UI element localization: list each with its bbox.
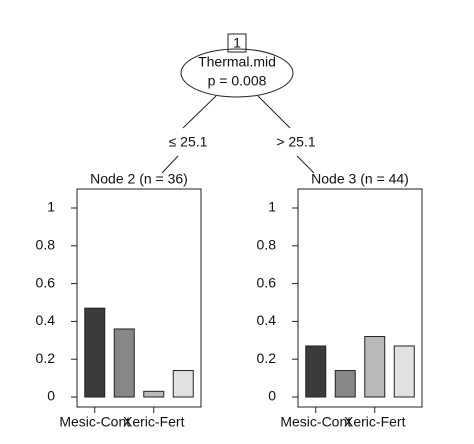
plot-box — [76, 188, 202, 408]
bar — [393, 345, 415, 398]
node-id: 1 — [233, 35, 241, 51]
y-tick-label: 0.2 — [36, 350, 56, 366]
y-tick-label: 0.4 — [257, 312, 277, 328]
x-tick-label: Xeric-Fert — [123, 414, 185, 430]
y-tick-label: 0.6 — [257, 274, 277, 290]
bar — [113, 328, 135, 398]
bar — [84, 307, 106, 398]
bar — [143, 390, 165, 398]
edge-label: > 25.1 — [276, 134, 316, 150]
y-tick-label: 0 — [47, 388, 55, 404]
node-id-box — [227, 33, 247, 53]
y-tick-label: 0.8 — [257, 237, 277, 253]
y-tick-label: 0.8 — [36, 237, 56, 253]
x-tick-label: Mesic-Cont — [280, 414, 351, 430]
edge-label: ≤ 25.1 — [169, 134, 208, 150]
y-tick-label: 0.2 — [257, 350, 277, 366]
p-value: p = 0.008 — [208, 73, 267, 89]
chart-title: Node 2 (n = 36) — [90, 171, 188, 187]
edge — [296, 155, 315, 174]
y-tick-label: 1 — [47, 199, 55, 215]
y-tick-label: 1 — [268, 199, 276, 215]
bar — [305, 345, 327, 398]
edge — [257, 95, 291, 129]
split-node — [180, 48, 294, 98]
y-tick-label: 0 — [268, 388, 276, 404]
split-variable: Thermal.mid — [198, 54, 276, 70]
chart-title: Node 3 (n = 44) — [311, 171, 409, 187]
plot-box — [297, 188, 423, 408]
y-tick-label: 0.4 — [36, 312, 56, 328]
edge — [182, 95, 217, 129]
y-tick-label: 0.6 — [36, 274, 56, 290]
edge — [161, 155, 179, 174]
bar — [172, 370, 194, 398]
bar — [334, 370, 356, 398]
x-tick-label: Xeric-Fert — [344, 414, 406, 430]
x-tick-label: Mesic-Cont — [59, 414, 130, 430]
bar — [364, 336, 386, 398]
